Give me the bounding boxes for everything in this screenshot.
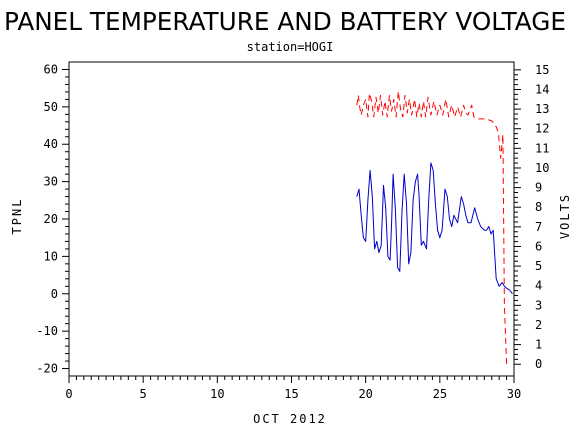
left-tick-label: 30 — [44, 175, 58, 189]
left-tick-label: 60 — [44, 62, 58, 76]
right-axis-label: VOLTS — [558, 193, 570, 239]
right-tick-label: 4 — [535, 279, 542, 293]
chart-title: PANEL TEMPERATURE AND BATTERY VOLTAGE — [4, 7, 566, 36]
left-tick-label: 0 — [51, 287, 58, 301]
x-tick-label: 5 — [140, 387, 147, 401]
panel-temperature-line — [356, 162, 513, 295]
right-tick-label: 5 — [535, 259, 542, 273]
battery-voltage-line — [356, 90, 508, 365]
right-tick-label: 11 — [535, 141, 549, 155]
left-axis-label: TPNL — [10, 198, 24, 235]
x-tick-label: 10 — [210, 387, 224, 401]
right-tick-label: 2 — [535, 318, 542, 332]
x-axis-label: OCT 2012 — [253, 412, 327, 426]
plot-frame — [68, 61, 515, 377]
right-tick-label: 8 — [535, 200, 542, 214]
left-tick-label: -10 — [36, 324, 58, 338]
right-tick-label: 10 — [535, 161, 549, 175]
series-group — [356, 90, 513, 365]
axis-ticks: 0 5 10 15 20 25 30-20-100102030405060012345678… — [36, 62, 549, 401]
chart-subtitle: station=HOGI — [247, 40, 334, 54]
right-tick-label: 14 — [535, 82, 549, 96]
x-tick-label: 0 — [65, 387, 72, 401]
right-tick-label: 13 — [535, 102, 549, 116]
right-tick-label: 9 — [535, 181, 542, 195]
right-tick-label: 3 — [535, 298, 542, 312]
left-tick-label: 20 — [44, 212, 58, 226]
left-tick-label: 10 — [44, 249, 58, 263]
right-tick-label: 7 — [535, 220, 542, 234]
x-tick-label: 20 — [358, 387, 372, 401]
x-tick-label: 25 — [433, 387, 447, 401]
right-tick-label: 6 — [535, 239, 542, 253]
x-tick-label: 30 — [507, 387, 521, 401]
left-tick-label: 40 — [44, 137, 58, 151]
right-tick-label: 0 — [535, 357, 542, 371]
right-tick-label: 15 — [535, 63, 549, 77]
x-tick-label: 15 — [284, 387, 298, 401]
right-tick-label: 12 — [535, 122, 549, 136]
left-tick-label: 50 — [44, 100, 58, 114]
left-tick-label: -20 — [36, 362, 58, 376]
right-tick-label: 1 — [535, 338, 542, 352]
